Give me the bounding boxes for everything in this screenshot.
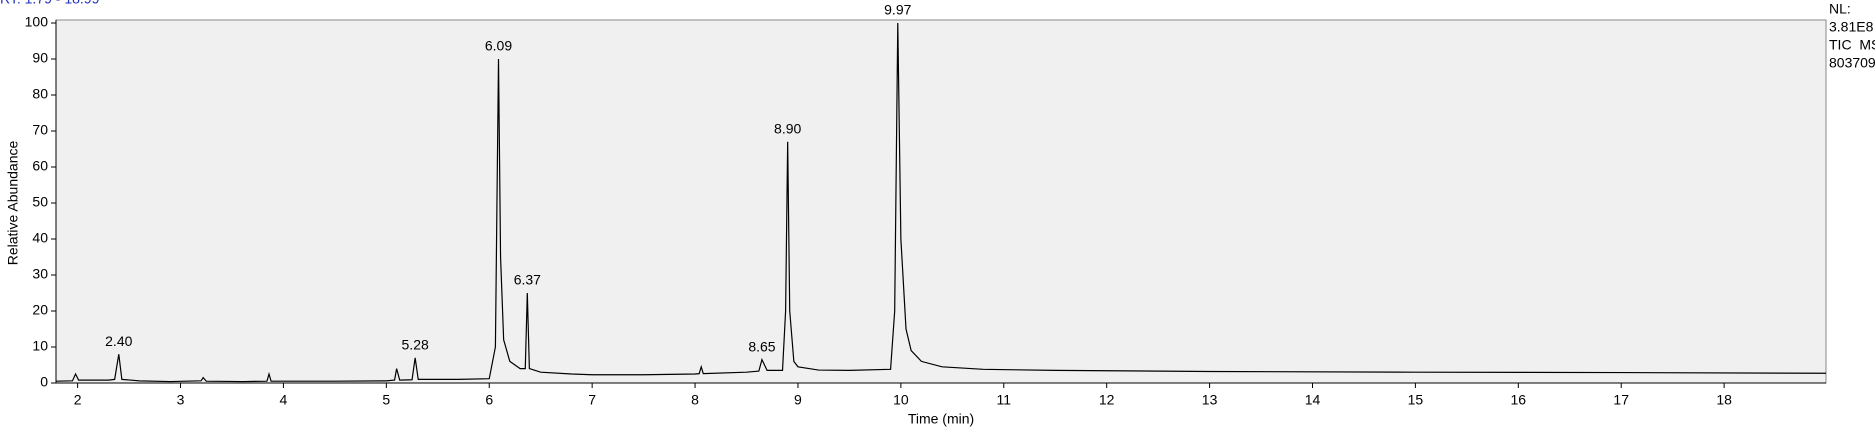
peak-label: 6.09	[485, 38, 512, 54]
x-tick-label: 5	[382, 392, 390, 408]
x-tick-label: 4	[280, 392, 288, 408]
y-tick-label: 40	[32, 230, 48, 246]
y-tick-label: 70	[32, 122, 48, 138]
x-tick-label: 6	[485, 392, 493, 408]
y-tick-label: 80	[32, 86, 48, 102]
peak-label: 2.40	[105, 333, 132, 349]
x-tick-label: 13	[1202, 392, 1218, 408]
side-info: NL:	[1829, 1, 1851, 17]
peak-label: 8.90	[774, 121, 801, 137]
x-axis-label: Time (min)	[908, 411, 974, 427]
x-tick-label: 9	[794, 392, 802, 408]
x-tick-label: 18	[1716, 392, 1732, 408]
range-label: RT: 1.79 - 18.99	[0, 0, 100, 7]
peak-label: 5.28	[402, 337, 429, 353]
side-info: 803709	[1829, 55, 1875, 71]
y-tick-label: 90	[32, 50, 48, 66]
x-tick-label: 2	[74, 392, 82, 408]
y-tick-label: 0	[40, 374, 48, 390]
x-tick-label: 14	[1305, 392, 1321, 408]
x-tick-label: 7	[588, 392, 596, 408]
x-tick-label: 10	[893, 392, 909, 408]
peak-label: 8.65	[748, 338, 775, 354]
y-axis-label: Relative Abundance	[5, 141, 21, 266]
x-tick-label: 3	[177, 392, 185, 408]
x-tick-label: 16	[1511, 392, 1527, 408]
side-info: 3.81E8	[1829, 19, 1874, 35]
plot-area	[55, 19, 1827, 384]
x-tick-label: 11	[996, 392, 1011, 408]
y-tick-label: 10	[32, 338, 48, 354]
y-tick-label: 50	[32, 194, 48, 210]
x-tick-label: 8	[691, 392, 699, 408]
y-tick-label: 100	[25, 14, 49, 30]
x-tick-label: 15	[1408, 392, 1424, 408]
side-info: TIC MS	[1829, 37, 1875, 53]
y-tick-label: 60	[32, 158, 48, 174]
trace	[55, 22, 1827, 383]
peak-label: 9.97	[884, 2, 911, 18]
y-tick-label: 30	[32, 266, 48, 282]
x-tick-label: 17	[1613, 392, 1629, 408]
peak-label: 6.37	[514, 272, 541, 288]
x-tick-label: 12	[1099, 392, 1115, 408]
y-tick-label: 20	[32, 302, 48, 318]
